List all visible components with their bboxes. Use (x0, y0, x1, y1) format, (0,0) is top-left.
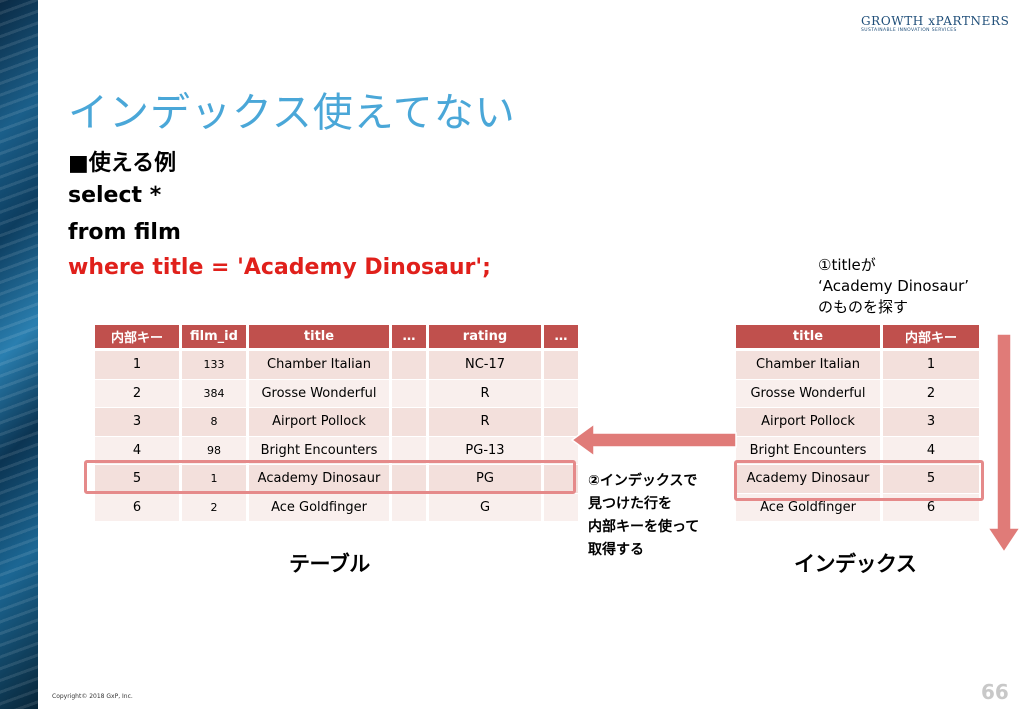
film-table-header: title (249, 325, 389, 351)
table-cell: 5 (883, 465, 979, 494)
fetch-note-line: 内部キーを使って (588, 519, 700, 535)
table-cell: Grosse Wonderful (736, 379, 880, 408)
table-cell: 384 (182, 379, 246, 408)
fetch-note-line: 取得する (588, 542, 644, 558)
index-table-row: Grosse Wonderful 2 (736, 379, 979, 408)
table-cell: Chamber Italian (249, 351, 389, 380)
search-note-line: ①titleが (818, 256, 876, 274)
index-table-header-row: title 内部キー (736, 325, 979, 351)
index-table-header: 内部キー (883, 325, 979, 351)
arrow-left-icon (570, 422, 737, 458)
fetch-note-line: ②インデックスで (588, 473, 698, 489)
table-cell (544, 465, 578, 494)
company-logo: GROWTH xPARTNERS SUSTAINABLE INNOVATION … (856, 10, 1009, 36)
table-cell: Grosse Wonderful (249, 379, 389, 408)
table-cell: 2 (182, 493, 246, 522)
index-table-header: title (736, 325, 880, 351)
sql-where-line: where title = 'Academy Dinosaur'; (68, 255, 491, 280)
decorative-side-strip (0, 0, 38, 709)
film-table-row: 2 384 Grosse Wonderful R (95, 379, 578, 408)
film-table-row: 1 133 Chamber Italian NC-17 (95, 351, 578, 380)
table-cell: 8 (182, 408, 246, 437)
table-cell: Airport Pollock (736, 408, 880, 437)
logo-name: GROWTH xPARTNERS (861, 13, 1010, 28)
table-cell (392, 465, 426, 494)
arrow-down-icon (986, 333, 1022, 554)
index-table-row: Airport Pollock 3 (736, 408, 979, 437)
table-cell: NC-17 (429, 351, 541, 380)
search-note-line: ‘Academy Dinosaur’ (818, 277, 970, 295)
table-cell: G (429, 493, 541, 522)
search-note: ①titleが ‘Academy Dinosaur’ のものを探す (818, 255, 969, 318)
table-cell (544, 493, 578, 522)
sql-select-line: select * (68, 183, 162, 208)
index-row-highlight-box (734, 460, 984, 501)
table-cell: 1 (883, 351, 979, 380)
table-cell: 133 (182, 351, 246, 380)
table-cell: R (429, 408, 541, 437)
table-cell (544, 351, 578, 380)
table-cell: 1 (182, 465, 246, 494)
table-cell: Academy Dinosaur (736, 465, 880, 494)
logo-tagline: SUSTAINABLE INNOVATION SERVICES (861, 27, 957, 33)
fetch-note: ②インデックスで 見つけた行を 内部キーを使って 取得する (588, 470, 699, 562)
table-cell (392, 351, 426, 380)
table-cell: Chamber Italian (736, 351, 880, 380)
table-caption: テーブル (289, 552, 370, 576)
film-row-highlight-box (84, 460, 576, 494)
film-table-header-row: 内部キー film_id title … rating … (95, 325, 578, 351)
index-table-row: Chamber Italian 1 (736, 351, 979, 380)
film-table-header: … (392, 325, 426, 351)
fetch-note-line: 見つけた行を (588, 496, 672, 512)
index-caption: インデックス (794, 552, 917, 576)
film-table-header: … (544, 325, 578, 351)
table-cell: Airport Pollock (249, 408, 389, 437)
film-table-header: 内部キー (95, 325, 179, 351)
table-cell: 6 (95, 493, 179, 522)
table-cell: 3 (95, 408, 179, 437)
table-cell (392, 493, 426, 522)
table-cell (392, 379, 426, 408)
example-heading: ■使える例 (68, 151, 177, 176)
table-cell (392, 408, 426, 437)
table-cell (544, 408, 578, 437)
film-table-row: 6 2 Ace Goldfinger G (95, 493, 578, 522)
sql-from-line: from film (68, 220, 181, 245)
table-cell: Ace Goldfinger (249, 493, 389, 522)
table-cell: 3 (883, 408, 979, 437)
copyright: Copyright© 2018 GxP, Inc. (52, 693, 133, 700)
table-cell: 1 (95, 351, 179, 380)
search-note-line: のものを探す (818, 298, 909, 316)
table-cell: 2 (883, 379, 979, 408)
table-cell: R (429, 379, 541, 408)
index-table-row-highlighted: Academy Dinosaur 5 (736, 465, 979, 494)
index-table: title 内部キー Chamber Italian 1 Grosse Wond… (733, 325, 982, 522)
table-cell: 2 (95, 379, 179, 408)
film-table-header: film_id (182, 325, 246, 351)
film-table-header: rating (429, 325, 541, 351)
table-cell: 5 (95, 465, 179, 494)
page-number: 66 (981, 680, 1009, 704)
film-table-row: 3 8 Airport Pollock R (95, 408, 578, 437)
slide-title: インデックス使えてない (68, 90, 516, 136)
table-cell (544, 379, 578, 408)
